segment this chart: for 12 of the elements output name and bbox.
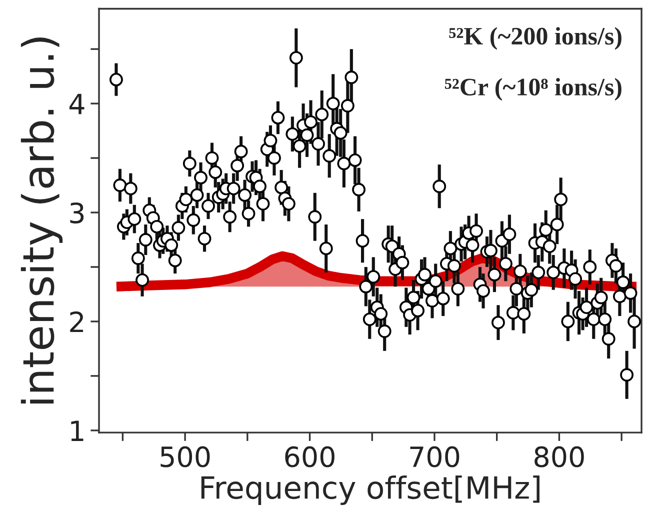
y-tick-label: 1 bbox=[71, 420, 84, 441]
x-tick-label: 600 bbox=[285, 446, 334, 468]
x-axis-title: Frequency offset[MHz] bbox=[201, 475, 540, 506]
x-tick-label: 700 bbox=[410, 446, 460, 468]
y-tick-label: 4 bbox=[69, 94, 84, 114]
y-tick-label: 3 bbox=[70, 202, 84, 224]
x-tick-label: 500 bbox=[160, 446, 210, 468]
x-tick-label: 800 bbox=[534, 446, 584, 468]
y-axis-title: intensity (arb. u.) bbox=[20, 38, 63, 404]
y-tick-label: 2 bbox=[70, 311, 84, 332]
annotation: ⁵²Cr (~10⁸ ions/s) bbox=[444, 78, 622, 101]
annotation: ⁵²K (~200 ions/s) bbox=[449, 27, 622, 50]
